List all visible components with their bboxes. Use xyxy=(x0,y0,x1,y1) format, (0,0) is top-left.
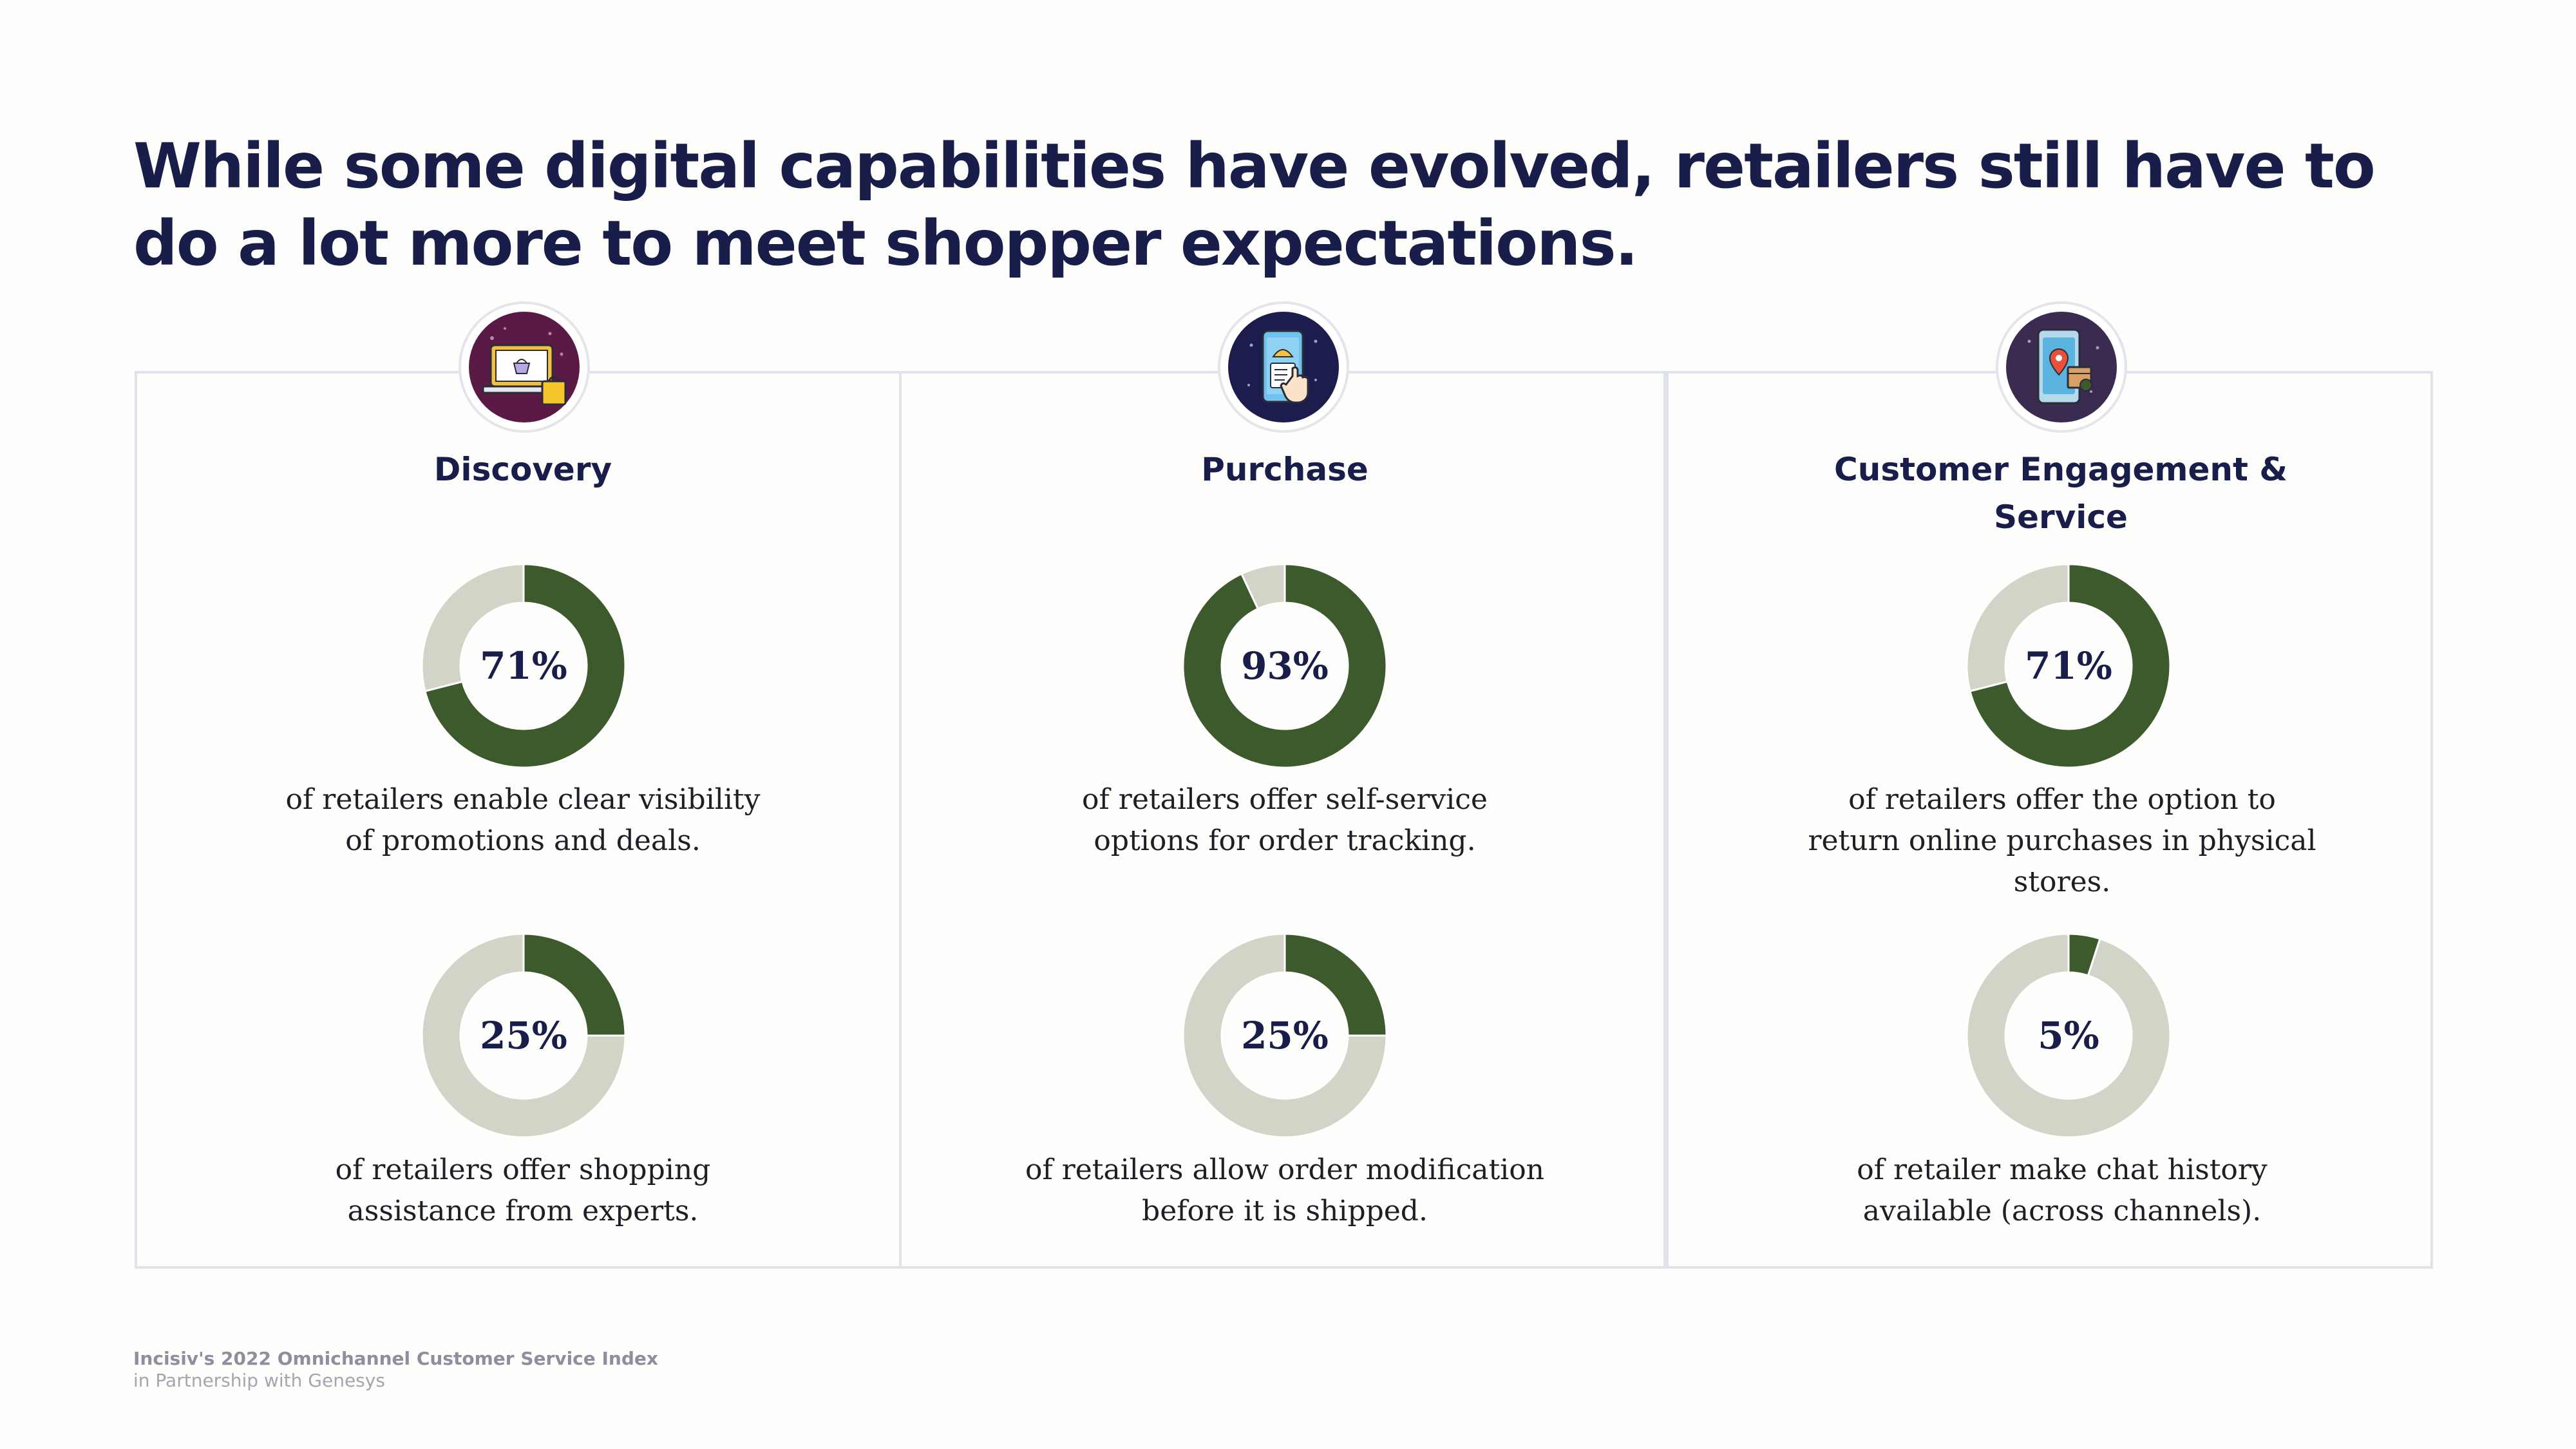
donut-value-slice xyxy=(522,933,627,1037)
donut-svg: 25% xyxy=(1182,933,1388,1139)
donut-value-slice xyxy=(1182,563,1388,769)
donut-percent-label: 5% xyxy=(2038,1014,2099,1057)
mobile-phone-tap-icon xyxy=(1218,301,1349,433)
donut-remaining-slice xyxy=(421,563,525,693)
source-note: Incisiv's 2022 Omnichannel Customer Serv… xyxy=(133,1348,658,1369)
stat-description: of retailer make chat history available … xyxy=(1857,1153,2268,1227)
column-title-discovery: Discovery xyxy=(433,451,612,488)
donut-value-slice xyxy=(424,563,627,769)
donut-svg: 93% xyxy=(1182,563,1388,769)
donut-percent-label: 25% xyxy=(480,1014,567,1057)
donut-chart: 93% xyxy=(1182,563,1388,769)
partner-note: in Partnership with Genesys xyxy=(133,1370,385,1391)
donut-value-slice xyxy=(1283,933,1388,1037)
donut-remaining-slice xyxy=(1182,933,1388,1139)
donut-remaining-slice xyxy=(421,933,627,1139)
stat-description: of retailers enable clear visibility of … xyxy=(285,783,761,857)
donut-chart: 71% xyxy=(1965,563,2172,769)
donut-svg: 71% xyxy=(421,563,627,769)
stat-description: of retailers offer self-service options … xyxy=(1082,783,1488,857)
mobile-location-package-icon xyxy=(1996,301,2127,433)
donut-value-slice xyxy=(1969,563,2172,769)
stat-description: of retailers offer the option to return … xyxy=(1808,783,2316,898)
donut-remaining-slice xyxy=(1965,563,2070,693)
donut-chart: 25% xyxy=(421,933,627,1139)
donut-remaining-slice xyxy=(1965,933,2172,1139)
source-footer: Incisiv's 2022 Omnichannel Customer Serv… xyxy=(133,1348,906,1392)
donut-percent-label: 71% xyxy=(2025,644,2112,688)
donut-percent-label: 93% xyxy=(1241,644,1329,688)
donut-value-slice xyxy=(2067,933,2101,977)
column-title-purchase: Purchase xyxy=(1201,451,1368,488)
column-title-customer-engagement: Customer Engagement & Service xyxy=(1834,451,2287,536)
donut-chart: 71% xyxy=(421,563,627,769)
stat-description: of retailers allow order modification be… xyxy=(1025,1153,1545,1227)
stat-description: of retailers offer shopping assistance f… xyxy=(335,1153,711,1227)
donut-chart: 5% xyxy=(1965,933,2172,1139)
page-title: While some digital capabilities have evo… xyxy=(133,130,2376,279)
donut-percent-label: 71% xyxy=(480,644,567,688)
laptop-shopping-basket-icon xyxy=(459,301,590,433)
donut-percent-label: 25% xyxy=(1241,1014,1329,1057)
donut-svg: 71% xyxy=(1965,563,2172,769)
donut-svg: 25% xyxy=(421,933,627,1139)
donut-svg: 5% xyxy=(1965,933,2172,1139)
donut-chart: 25% xyxy=(1182,933,1388,1139)
